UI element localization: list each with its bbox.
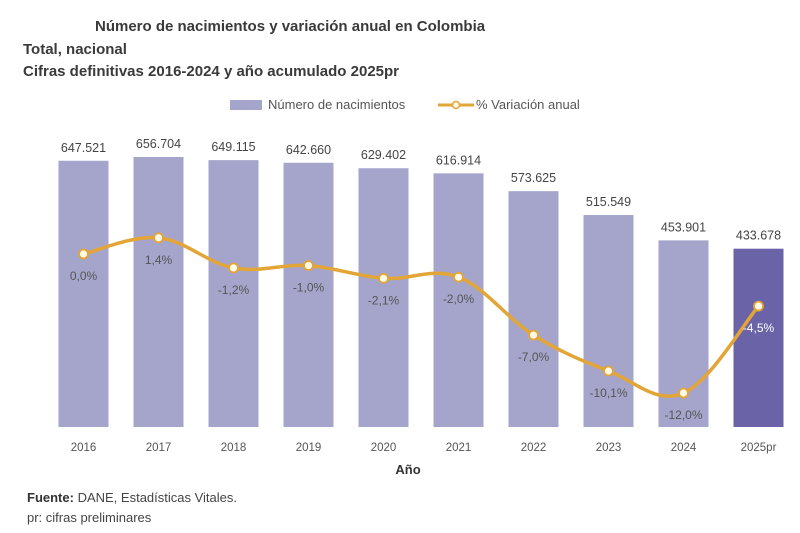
bar-2016 — [58, 160, 109, 427]
x-tick-label: 2016 — [71, 442, 97, 454]
variation-value-label: -2,0% — [443, 292, 475, 306]
bar-2018 — [208, 160, 259, 427]
bar-value-label: 629.402 — [361, 148, 406, 162]
bar-2017 — [133, 157, 184, 427]
bar-value-label: 649.115 — [211, 140, 255, 154]
variation-value-label: -7,0% — [518, 350, 550, 364]
bar-2025pr — [733, 248, 784, 427]
bar-value-label: 433.678 — [736, 229, 781, 243]
source-note: Fuente: DANE, Estadísticas Vitales. — [27, 490, 237, 505]
legend-label-variation: % Variación anual — [476, 97, 580, 112]
variation-value-label: -2,1% — [368, 293, 400, 307]
variation-value-label: -1,0% — [293, 281, 325, 295]
variation-point — [603, 365, 614, 377]
chart-subtitle-scope: Total, nacional — [23, 41, 127, 58]
bar-2021 — [433, 173, 484, 427]
variation-point — [753, 300, 764, 312]
variation-value-label: 1,4% — [145, 253, 173, 267]
source-label: Fuente: — [27, 490, 74, 505]
x-tick-label: 2019 — [296, 442, 322, 454]
variation-value-label: -10,1% — [589, 386, 627, 400]
bar-value-label: 656.704 — [136, 137, 181, 151]
legend-item-births: Número de nacimientos — [230, 97, 405, 112]
bar-2024 — [658, 240, 709, 427]
variation-point — [528, 329, 539, 341]
legend-label-births: Número de nacimientos — [268, 97, 406, 112]
bar-2022 — [508, 191, 559, 427]
source-text: DANE, Estadísticas Vitales. — [73, 490, 237, 505]
variation-point — [153, 232, 164, 244]
x-tick-label: 2022 — [521, 442, 547, 454]
chart-subtitle-period: Cifras definitivas 2016-2024 y año acumu… — [23, 63, 400, 80]
x-tick-label: 2017 — [146, 442, 172, 454]
bar-value-label: 616.914 — [436, 153, 481, 167]
x-axis-title: Año — [395, 462, 420, 477]
preliminary-note: pr: cifras preliminares — [27, 510, 152, 525]
variation-point — [303, 260, 314, 271]
variation-value-label: -1,2% — [218, 283, 250, 297]
bar-value-label: 453.901 — [661, 220, 706, 234]
variation-point — [78, 248, 89, 260]
legend-item-variation: % Variación anual — [438, 97, 580, 112]
legend-swatch-bar — [230, 99, 262, 110]
x-tick-label: 2020 — [371, 442, 397, 454]
chart-title: Número de nacimientos y variación anual … — [95, 18, 486, 35]
variation-point — [378, 272, 389, 284]
variation-point — [678, 387, 689, 399]
x-tick-label: 2023 — [596, 442, 622, 454]
bar-value-label: 515.549 — [586, 195, 631, 209]
legend-swatch-line — [438, 100, 474, 109]
x-tick-label: 2018 — [221, 442, 247, 454]
variation-value-label: -12,0% — [664, 408, 702, 422]
variation-line — [83, 235, 760, 398]
variation-value-label: -4,5% — [743, 321, 775, 335]
bar-2023 — [583, 215, 634, 427]
bar-value-label: 647.521 — [61, 141, 106, 155]
x-tick-label: 2025pr — [741, 442, 777, 454]
x-tick-label: 2021 — [446, 442, 472, 454]
bar-2020 — [358, 168, 409, 428]
x-tick-label: 2024 — [671, 442, 697, 454]
variation-value-label: 0,0% — [70, 269, 98, 283]
bar-value-label: 573.625 — [511, 171, 556, 185]
variation-point — [228, 262, 239, 274]
variation-point — [453, 271, 464, 283]
bar-2019 — [283, 162, 334, 427]
bar-value-label: 642.660 — [286, 143, 331, 157]
